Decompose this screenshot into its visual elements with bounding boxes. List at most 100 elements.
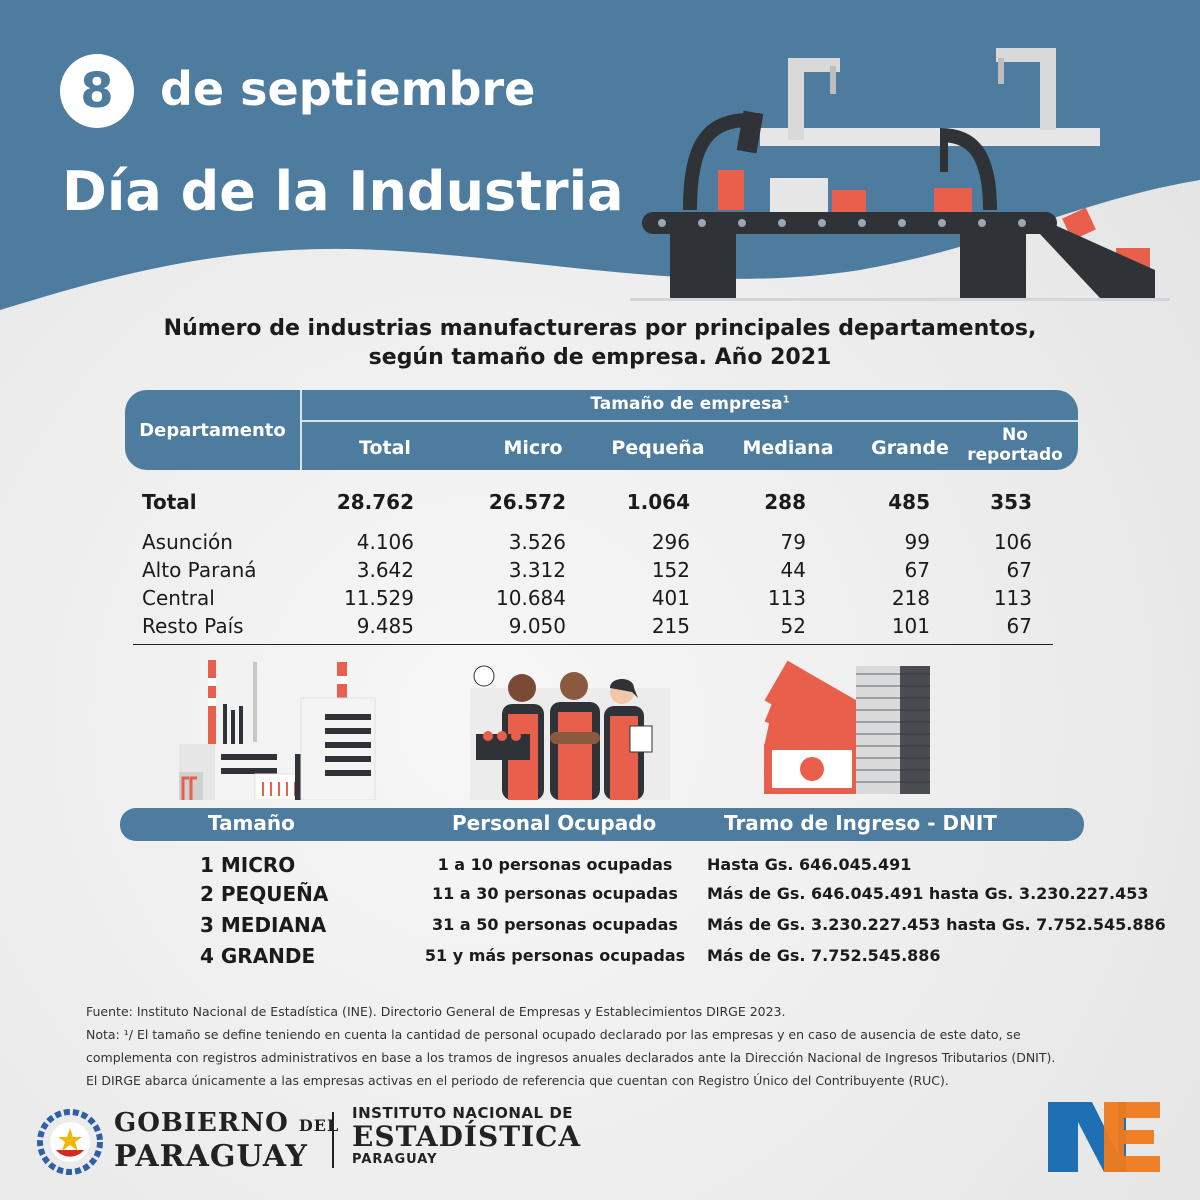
table-title: Número de industrias manufactureras por … [80,314,1120,372]
date-text: de septiembre [160,62,536,116]
legend-row: 3 MEDIANA 31 a 50 personas ocupadas Más … [0,913,1200,943]
gov-name-word-small: DEL [298,1116,340,1135]
cell-grande: 218 [891,586,930,610]
legend-header-size: Tamaño [208,811,295,835]
cell-grande: 99 [904,530,930,554]
cell-pequena: 1.064 [626,490,690,514]
column-header-pequena: Pequeña [611,437,705,459]
column-header-mediana: Mediana [742,437,834,459]
cell-micro: 3.526 [508,530,566,554]
table-title-line2: según tamaño de empresa. Año 2021 [368,345,832,370]
cell-no-reportado: 353 [990,490,1032,514]
factory-building-illustration [179,660,376,800]
gov-name-line2: PARAGUAY [114,1139,308,1174]
note-line: El DIRGE abarca únicamente a las empresa… [86,1073,949,1088]
column-header-no-reportado: No reportado [963,425,1067,465]
ine-logo-icon [1048,1102,1160,1172]
column-header-micro: Micro [503,437,563,459]
table-bottom-rule [133,644,1053,645]
footer-divider [332,1112,334,1168]
table-row: Alto Paraná 3.642 3.312 152 44 67 67 [142,558,1052,586]
note-line: Nota: ¹/ El tamaño se define teniendo en… [86,1027,1021,1042]
cell-micro: 10.684 [496,586,566,610]
cell-grande: 67 [904,558,930,582]
source-line: Fuente: Instituto Nacional de Estadístic… [86,1004,786,1019]
gov-name-line1: GOBIERNO DEL [114,1108,339,1141]
ine-name-line3: PARAGUAY [352,1152,438,1167]
table-row: Resto País 9.485 9.050 215 52 101 67 [142,614,1052,642]
cell-pequena: 215 [651,614,690,638]
cell-total: 3.642 [356,558,414,582]
cell-pequena: 152 [651,558,690,582]
cell-mediana: 79 [780,530,806,554]
column-group-footnote: 1 [782,394,790,406]
cell-name: Resto País [142,614,244,638]
cell-total: 4.106 [356,530,414,554]
government-name: GOBIERNO DEL PARAGUAY [114,1108,339,1173]
legend-staff: 51 y más personas ocupadas [424,946,686,965]
legend-income: Más de Gs. 3.230.227.453 hasta Gs. 7.752… [707,915,1166,934]
cell-pequena: 296 [651,530,690,554]
money-stack-illustration [764,660,930,794]
ine-name-line1: INSTITUTO NACIONAL DE [352,1104,574,1122]
column-group-header: Tamaño de empresa1 [302,394,1078,414]
header-divider-horizontal [300,420,1078,422]
gov-name-word: GOBIERNO [114,1108,289,1138]
cell-grande: 485 [888,490,930,514]
ine-name-line2: ESTADÍSTICA [352,1120,582,1153]
cell-grande: 101 [891,614,930,638]
page-title: Día de la Industria [62,160,624,223]
legend-income: Hasta Gs. 646.045.491 [707,855,912,874]
source-notes: Fuente: Instituto Nacional de Estadístic… [86,1000,1126,1092]
cell-no-reportado: 113 [993,586,1032,610]
table-row-total: Total 28.762 26.572 1.064 288 485 353 [142,490,1052,518]
legend-staff: 11 a 30 personas ocupadas [432,884,678,903]
date-day: 8 [80,63,114,119]
cell-pequena: 401 [651,586,690,610]
cell-name: Asunción [142,530,233,554]
cell-mediana: 52 [780,614,806,638]
cell-name: Total [142,490,197,514]
legend-header-income: Tramo de Ingreso - DNIT [724,811,997,835]
date-day-badge: 8 [60,54,134,128]
legend-income: Más de Gs. 646.045.491 hasta Gs. 3.230.2… [707,884,1149,903]
column-header-departamento: Departamento [139,419,286,441]
cell-total: 28.762 [336,490,414,514]
cell-name: Central [142,586,215,610]
table-row: Central 11.529 10.684 401 113 218 113 [142,586,1052,614]
cell-mediana: 44 [780,558,806,582]
cell-no-reportado: 67 [1006,614,1032,638]
legend-header-staff: Personal Ocupado [452,811,657,835]
legend-size: 3 MEDIANA [200,913,327,937]
size-legend-header: Tamaño Personal Ocupado Tramo de Ingreso… [120,808,1084,841]
ine-name: INSTITUTO NACIONAL DE ESTADÍSTICA PARAGU… [352,1104,581,1167]
legend-income: Más de Gs. 7.752.545.886 [707,946,941,965]
legend-row: 4 GRANDE 51 y más personas ocupadas Más … [0,944,1200,974]
column-group-label: Tamaño de empresa [590,394,783,414]
workers-illustration [470,665,670,800]
cell-name: Alto Paraná [142,558,257,582]
legend-staff: 31 a 50 personas ocupadas [432,915,678,934]
cell-mediana: 288 [764,490,806,514]
legend-row: 2 PEQUEÑA 11 a 30 personas ocupadas Más … [0,882,1200,912]
column-header-total: Total [359,437,411,459]
legend-size: 1 MICRO [200,853,296,877]
legend-size: 4 GRANDE [200,944,316,968]
cell-micro: 3.312 [508,558,566,582]
column-header-grande: Grande [871,437,949,459]
legend-row: 1 MICRO 1 a 10 personas ocupadas Hasta G… [0,853,1200,883]
cell-no-reportado: 67 [1006,558,1032,582]
table-header: Departamento Tamaño de empresa1 Total Mi… [125,390,1078,470]
note-line: complementa con registros administrativo… [86,1050,1056,1065]
cell-no-reportado: 106 [993,530,1032,554]
legend-size: 2 PEQUEÑA [200,882,329,906]
government-seal-icon [37,1109,103,1175]
column-header-no-reportado-line2: reportado [967,445,1063,465]
table-row: Asunción 4.106 3.526 296 79 99 106 [142,530,1052,558]
cell-micro: 9.050 [508,614,566,638]
column-header-no-reportado-line1: No [1002,425,1028,445]
cell-total: 9.485 [356,614,414,638]
table-title-line1: Número de industrias manufactureras por … [163,316,1037,341]
cell-total: 11.529 [344,586,414,610]
cell-mediana: 113 [767,586,806,610]
